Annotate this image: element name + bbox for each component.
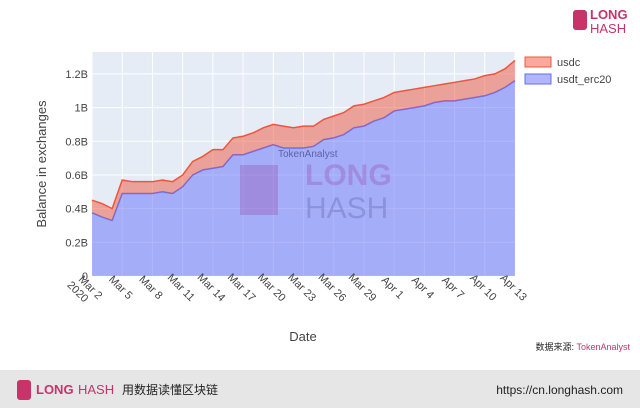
x-tick-line: Apr 10: [467, 272, 498, 303]
y-tick-label: 0.6B: [65, 170, 88, 182]
legend-swatch: [524, 56, 552, 68]
footer-bar: [0, 370, 640, 408]
logo-icon: [573, 10, 587, 30]
y-axis-title: Balance in exchanges: [34, 100, 49, 228]
logo-b: HASH: [590, 21, 626, 36]
legend-label: usdt_erc20: [557, 74, 611, 86]
x-tick-label: Mar 11: [165, 272, 197, 304]
footer-brand-a: LONG: [36, 382, 74, 397]
logo-a: LONG: [590, 7, 628, 22]
y-tick-label: 0.8B: [65, 136, 88, 148]
area: [92, 80, 515, 276]
x-tick-label: Apr 4: [409, 274, 436, 301]
x-tick-label: Apr 7: [439, 274, 466, 301]
source-prefix: 数据来源:: [535, 341, 574, 352]
x-tick-line: Apr 7: [439, 274, 466, 301]
x-tick-label: Apr 13: [497, 272, 528, 303]
x-tick-line: Apr 13: [497, 272, 528, 303]
x-tick-label: Apr 1: [379, 274, 406, 301]
x-tick-line: Apr 1: [379, 274, 406, 301]
y-tick-label: 1B: [75, 103, 88, 115]
x-tick-line: Apr 4: [409, 274, 436, 301]
source-name: TokenAnalyst: [576, 342, 630, 352]
area-line: [91, 59, 516, 210]
footer-url: https://cn.longhash.com: [496, 383, 623, 397]
footer-slogan: 用数据读懂区块链: [122, 382, 218, 397]
y-tick-label: 0: [82, 271, 88, 283]
y-tick-label: 0.2B: [65, 237, 88, 249]
footer-brand-b: HASH: [78, 382, 114, 397]
area: [92, 60, 515, 221]
x-tick-label: Mar 5: [106, 274, 134, 302]
y-tick-label: 1.2B: [65, 69, 88, 81]
x-axis-title: Date: [289, 329, 316, 344]
legend-label: usdc: [557, 57, 581, 69]
legend-swatch: [524, 73, 552, 85]
x-tick-label: Mar 8: [136, 274, 164, 302]
x-tick-line: Mar 5: [106, 274, 134, 302]
y-tick-label: 0.4B: [65, 204, 88, 216]
x-tick-line: Mar 8: [136, 274, 164, 302]
x-tick-label: Mar 22020: [64, 271, 104, 311]
footer-icon: [17, 380, 31, 400]
x-tick-label: Apr 10: [467, 272, 498, 303]
x-tick-line: Mar 11: [165, 272, 197, 304]
